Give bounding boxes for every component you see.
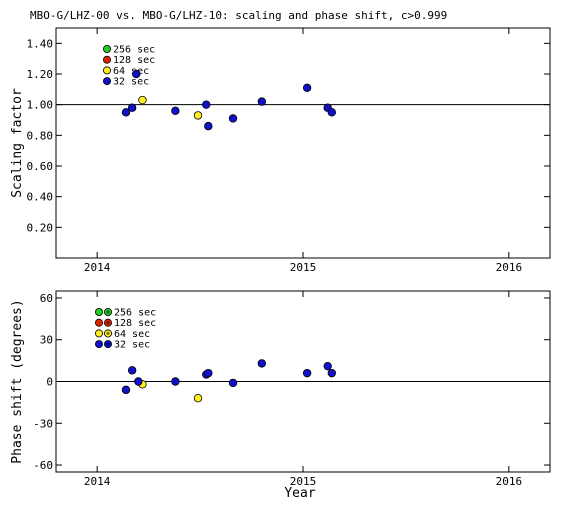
legend-marker-dot [106, 331, 110, 335]
legend-marker-dot [106, 321, 110, 325]
y-axis-label: Scaling factor [10, 88, 25, 198]
data-point [327, 368, 337, 378]
data-point [327, 108, 337, 117]
data-point [257, 359, 267, 368]
y-tick-label: 0.20 [27, 221, 54, 234]
data-point [302, 368, 312, 378]
panel-2: -60 -30 0 30 60 2014 2015 2016 Phase shift (degr… [10, 290, 551, 501]
x-tick-label: 2015 [290, 261, 317, 274]
chart-title: MBO-G/LHZ-00 vs. MBO-G/LHZ-10: scaling a… [30, 9, 447, 22]
legend-label: 64 sec [114, 329, 150, 340]
y-tick-label: -30 [33, 417, 53, 430]
y-tick-label: 0.80 [27, 129, 54, 142]
data-point [132, 69, 141, 79]
data-point [121, 385, 131, 395]
y-tick-label: 1.40 [27, 37, 54, 50]
legend-label: 128 sec [114, 318, 156, 329]
y-tick-label: 1.00 [27, 99, 54, 112]
data-point [138, 95, 147, 105]
data-point [202, 100, 211, 109]
legend-marker [103, 77, 112, 86]
legend-label: 32 sec [113, 77, 149, 88]
legend-marker [103, 55, 112, 64]
x-tick-label: 2016 [496, 261, 523, 274]
data-point [323, 361, 332, 371]
data-point [193, 394, 203, 403]
data-point [302, 83, 312, 92]
legend-marker-dot [106, 310, 110, 314]
y-tick-label: 30 [40, 334, 53, 347]
legend-marker [103, 66, 112, 75]
data-point [257, 97, 267, 106]
x-axis-label: Year [284, 486, 315, 501]
legend-marker [95, 318, 104, 327]
data-point [171, 106, 180, 115]
legend-label: 32 sec [114, 340, 150, 351]
legend-label: 256 sec [113, 45, 155, 56]
y-tick-label: -60 [33, 459, 53, 472]
data-point [228, 114, 238, 123]
x-tick-label: 2014 [84, 261, 111, 274]
x-tick-label: 2014 [84, 475, 111, 488]
data-point [228, 378, 238, 388]
data-point [204, 368, 213, 378]
data-point [127, 366, 137, 375]
y-axis-label: Phase shift (degrees) [10, 299, 25, 463]
y-tick-label: 1.20 [27, 68, 54, 81]
data-point [127, 103, 137, 112]
data-point [204, 121, 213, 131]
data-point [193, 111, 203, 120]
y-tick-label: 0.40 [27, 191, 54, 204]
panel-1: 0.20 0.40 0.60 0.80 1.00 1.20 1.40 2014 2015 2016… [10, 27, 551, 274]
legend-label: 64 sec [113, 66, 149, 77]
legend-marker [95, 329, 104, 338]
legend-label: 128 sec [113, 55, 155, 66]
y-tick-label: 60 [40, 292, 53, 305]
legend-marker [95, 340, 104, 349]
legend-marker-dot [106, 342, 110, 346]
legend-marker [95, 307, 104, 316]
data-point [171, 377, 180, 386]
legend-label: 256 sec [114, 308, 156, 319]
data-point [134, 377, 143, 386]
data-point [121, 108, 131, 117]
y-tick-label: 0 [46, 376, 53, 389]
y-tick-label: 0.60 [27, 160, 54, 173]
x-tick-label: 2015 [290, 475, 317, 488]
x-tick-label: 2016 [496, 475, 523, 488]
legend-marker [103, 45, 112, 54]
